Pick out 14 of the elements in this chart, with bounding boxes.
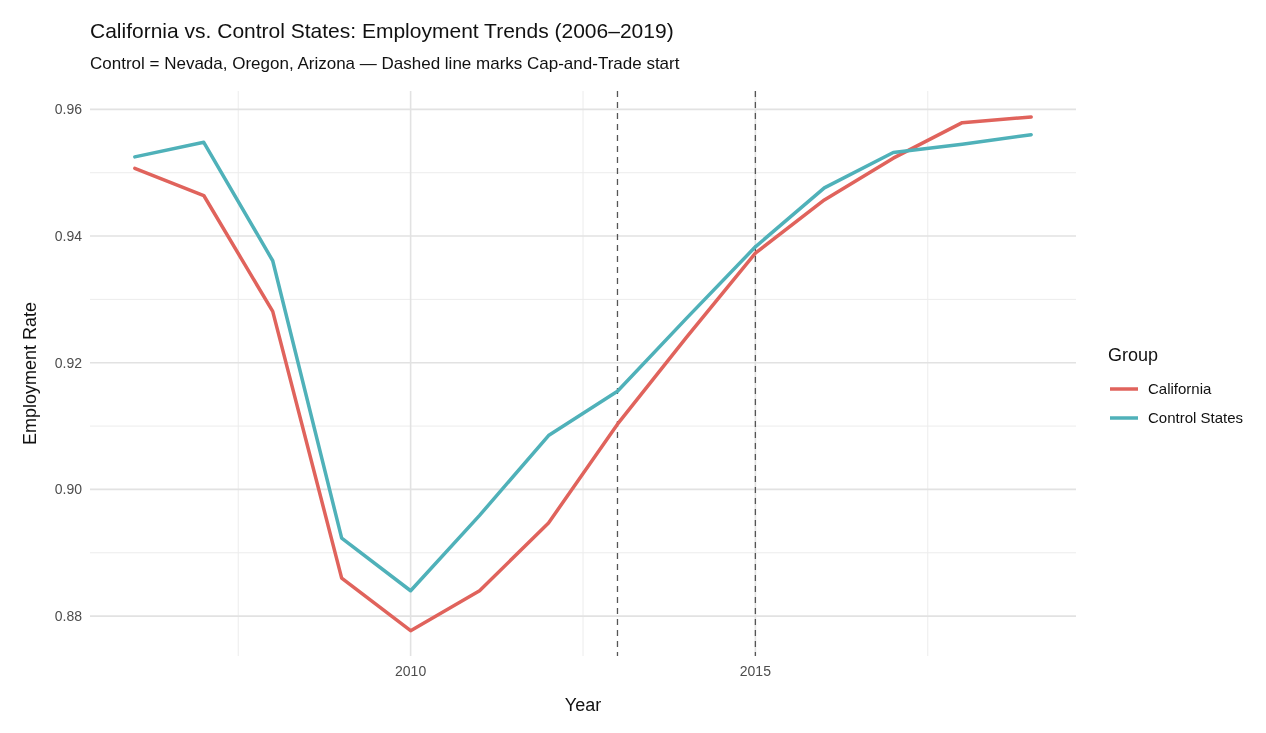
y-tick-label: 0.92 bbox=[54, 354, 83, 371]
legend-label: California bbox=[1148, 380, 1213, 398]
y-tick-label: 0.94 bbox=[54, 227, 83, 244]
y-tick-label: 0.96 bbox=[54, 101, 83, 118]
legend-label: Control States bbox=[1148, 409, 1244, 427]
chart-subtitle: Control = Nevada, Oregon, Arizona — Dashed line marks Cap-and-Trade start bbox=[90, 54, 680, 73]
chart-title: California vs. Control States: Employment Trends (2006–2019) bbox=[90, 19, 674, 42]
y-tick-label: 0.90 bbox=[54, 481, 83, 498]
x-tick-label: 2010 bbox=[395, 663, 427, 679]
legend-title: Group bbox=[1108, 345, 1159, 365]
x-tick-label: 2015 bbox=[739, 663, 772, 679]
x-axis-title: Year bbox=[564, 695, 602, 715]
y-axis-title: Employment Rate bbox=[20, 301, 40, 446]
y-tick-label: 0.88 bbox=[54, 608, 83, 624]
